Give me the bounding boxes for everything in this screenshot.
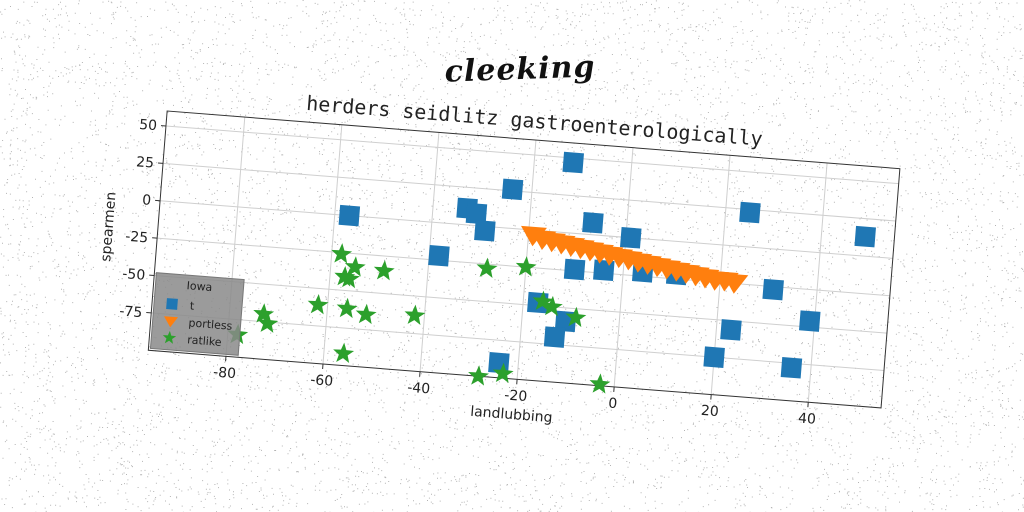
legend-marker-ratlike: [162, 330, 177, 344]
chart-title: herders seidlitz gastroenterologically: [305, 91, 763, 151]
point-ratlike: [253, 303, 275, 324]
point-t: [854, 225, 876, 248]
x-grid-line: [322, 124, 343, 365]
point-t: [720, 319, 742, 341]
point-ratlike: [331, 243, 353, 264]
x-tick-label: -20: [504, 387, 528, 405]
legend-marker-t: [166, 298, 178, 310]
point-t: [465, 202, 488, 225]
y-tick-label: -50: [122, 266, 146, 284]
series-t: [338, 151, 876, 379]
point-t: [739, 201, 761, 224]
x-tick-label: -80: [213, 364, 237, 382]
x-tick-label: -60: [310, 372, 334, 390]
y-grid-line: [162, 162, 896, 222]
point-ratlike: [565, 306, 587, 328]
point-t: [562, 151, 584, 174]
x-tick-label: 0: [608, 396, 618, 413]
x-tick-label: 20: [700, 403, 719, 420]
point-ratlike: [589, 373, 611, 394]
series-portless: [521, 225, 749, 294]
point-t: [501, 178, 524, 201]
legend-marker-portless: [164, 316, 178, 328]
point-ratlike: [257, 312, 279, 333]
point-ratlike: [334, 265, 356, 287]
point-ratlike: [355, 303, 377, 325]
series-ratlike: [227, 243, 611, 394]
point-ratlike: [307, 293, 329, 315]
y-axis-label: spearmen: [98, 191, 119, 262]
point-t: [620, 227, 642, 249]
point-ratlike: [541, 295, 563, 317]
legend-box: [149, 272, 245, 356]
point-t: [563, 258, 586, 281]
point-ratlike: [404, 304, 426, 325]
point-t: [543, 326, 566, 348]
x-grid-line: [807, 162, 828, 403]
point-t: [474, 220, 496, 242]
point-ratlike: [333, 342, 355, 363]
axes-frame: [147, 110, 901, 409]
point-ratlike: [532, 290, 554, 311]
point-ratlike: [468, 365, 490, 386]
point-t: [780, 357, 803, 379]
legend-title: Iowa: [186, 279, 213, 294]
y-tick-label: 50: [139, 117, 158, 134]
y-tick-label: -25: [125, 229, 149, 247]
legend-label-ratlike: ratlike: [187, 333, 223, 349]
y-tick-label: 0: [142, 192, 152, 209]
point-ratlike: [373, 260, 395, 281]
x-axis-label: landlubbing: [470, 404, 553, 426]
point-t: [582, 212, 604, 234]
y-grid-line: [165, 125, 899, 185]
x-tick-label: 40: [797, 410, 816, 427]
point-t: [762, 278, 784, 301]
point-ratlike: [492, 362, 514, 384]
point-t: [799, 310, 821, 332]
y-tick-label: 25: [136, 154, 155, 171]
point-t: [703, 346, 725, 368]
point-t: [428, 245, 450, 267]
point-ratlike: [476, 257, 498, 278]
point-ratlike: [336, 297, 358, 319]
y-grid-line: [154, 275, 887, 334]
y-tick-label: -75: [119, 303, 143, 321]
legend-label-t: t: [189, 299, 195, 312]
legend-label-portless: portless: [188, 316, 233, 332]
point-ratlike: [515, 256, 537, 277]
x-tick-label: -40: [407, 380, 431, 398]
x-grid-line: [613, 147, 634, 387]
point-t: [338, 204, 361, 227]
point-portless: [722, 273, 749, 294]
